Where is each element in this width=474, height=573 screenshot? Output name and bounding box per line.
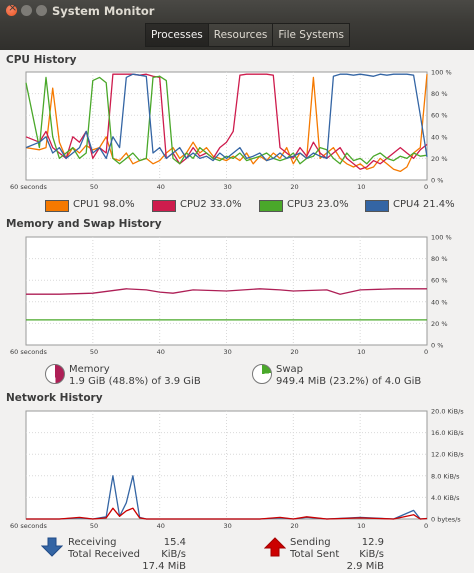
- network-x-tick-label: 0: [424, 522, 428, 530]
- network-history-title: Network History: [6, 392, 103, 404]
- receiving-label: Receiving: [68, 537, 117, 548]
- cpu-history-title: CPU History: [6, 54, 77, 66]
- cpu-x-tick-label: 40: [157, 183, 165, 191]
- cpu-x-tick-label: 30: [224, 183, 232, 191]
- cpu-series-cpu3: [25, 75, 428, 165]
- cpu-series-cpu2: [25, 73, 428, 170]
- memory-y-tick-label: 100 %: [431, 234, 452, 242]
- swap-info: Swap 949.4 MiB (23.2%) of 4.0 GiB: [276, 364, 421, 388]
- network-x-tick-label: 40: [157, 522, 165, 530]
- swap-pie-icon[interactable]: [252, 364, 272, 384]
- memory-x-tick-label: 60 seconds: [10, 348, 48, 356]
- sending-arrow-icon[interactable]: [264, 537, 286, 557]
- memory-series-memory: [26, 288, 427, 295]
- maximize-window-button[interactable]: [36, 5, 47, 16]
- tab-resources[interactable]: Resources: [207, 23, 274, 47]
- network-y-tick-label: 4.0 KiB/s: [431, 494, 460, 502]
- cpu2-label: CPU2 33.0%: [180, 199, 242, 210]
- cpu-series-cpu4: [25, 73, 428, 162]
- cpu-x-tick-label: 50: [90, 183, 98, 191]
- network-x-tick-label: 60 seconds: [10, 522, 48, 530]
- sending-info: Sending Total Sent: [290, 537, 339, 561]
- network-x-tick-label: 30: [224, 522, 232, 530]
- close-window-button[interactable]: [6, 1, 17, 16]
- cpu-x-tick-label: 0: [424, 183, 428, 191]
- memory-x-tick-label: 30: [224, 348, 232, 356]
- cpu4-label: CPU4 21.4%: [393, 199, 455, 210]
- cpu-y-tick-label: 40 %: [431, 133, 448, 141]
- memory-x-tick-label: 20: [290, 348, 298, 356]
- receiving-info: Receiving Total Received: [68, 537, 140, 561]
- legend-cpu2[interactable]: CPU2 33.0%: [152, 199, 252, 213]
- window-titlebar: System Monitor: [0, 0, 474, 22]
- network-y-tick-label: 8.0 KiB/s: [431, 472, 460, 480]
- memory-pie-icon[interactable]: [45, 364, 65, 384]
- network-y-tick-label: 12.0 KiB/s: [431, 451, 464, 459]
- sending-values: 12.9 KiB/s 2.9 MiB: [340, 537, 384, 573]
- total-sent-value: 2.9 MiB: [346, 561, 384, 572]
- cpu4-color-swatch[interactable]: [365, 200, 389, 212]
- swap-value: 949.4 MiB (23.2%) of 4.0 GiB: [276, 376, 422, 387]
- memory-x-tick-label: 10: [357, 348, 365, 356]
- memory-x-tick-label: 40: [157, 348, 165, 356]
- network-series-sending: [26, 507, 428, 520]
- network-x-tick-label: 10: [357, 522, 365, 530]
- network-y-tick-label: 0 bytes/s: [431, 516, 461, 524]
- receiving-values: 15.4 KiB/s 17.4 MiB: [140, 537, 186, 573]
- cpu1-label: CPU1 98.0%: [73, 199, 135, 210]
- legend-cpu4[interactable]: CPU4 21.4%: [365, 199, 465, 213]
- network-x-tick-label: 20: [290, 522, 298, 530]
- cpu-x-tick-label: 60 seconds: [10, 183, 48, 191]
- network-history-graph: 20.0 KiB/s 16.0 KiB/s 12.0 KiB/s 8.0 KiB/s 4…: [10, 408, 464, 531]
- cpu1-color-swatch[interactable]: [45, 200, 69, 212]
- memory-y-tick-label: 60 %: [431, 277, 448, 285]
- cpu-x-tick-label: 10: [357, 183, 365, 191]
- cpu2-color-swatch[interactable]: [152, 200, 176, 212]
- memory-value: 1.9 GiB (48.8%) of 3.9 GiB: [69, 376, 201, 387]
- cpu-y-tick-label: 80 %: [431, 90, 448, 98]
- memory-x-tick-label: 0: [424, 348, 428, 356]
- memory-y-tick-label: 0 %: [431, 342, 443, 350]
- cpu-y-tick-label: 0 %: [431, 177, 443, 185]
- total-sent-label: Total Sent: [290, 549, 340, 560]
- swap-label: Swap: [276, 364, 304, 375]
- cpu-x-tick-label: 20: [290, 183, 298, 191]
- total-received-value: 17.4 MiB: [142, 561, 186, 572]
- receiving-arrow-icon[interactable]: [41, 537, 63, 557]
- network-x-tick-label: 50: [90, 522, 98, 530]
- legend-cpu1[interactable]: CPU1 98.0%: [45, 199, 145, 213]
- receiving-value: 15.4 KiB/s: [161, 537, 186, 560]
- legend-cpu3[interactable]: CPU3 23.0%: [259, 199, 359, 213]
- memory-x-tick-label: 50: [90, 348, 98, 356]
- cpu-y-tick-label: 60 %: [431, 112, 448, 120]
- memory-history-title: Memory and Swap History: [6, 218, 162, 230]
- memory-y-tick-label: 40 %: [431, 298, 448, 306]
- sending-label: Sending: [290, 537, 331, 548]
- network-y-tick-label: 20.0 KiB/s: [431, 408, 464, 416]
- network-y-tick-label: 16.0 KiB/s: [431, 429, 464, 437]
- minimize-window-button[interactable]: [21, 5, 32, 16]
- view-tabs: Processes Resources File Systems: [145, 23, 350, 47]
- cpu3-label: CPU3 23.0%: [287, 199, 349, 210]
- cpu-y-tick-label: 20 %: [431, 155, 448, 163]
- tab-processes[interactable]: Processes: [145, 23, 209, 47]
- memory-info: Memory 1.9 GiB (48.8%) of 3.9 GiB: [69, 364, 201, 388]
- total-received-label: Total Received: [68, 549, 141, 560]
- cpu-y-tick-label: 100 %: [431, 69, 452, 77]
- cpu-history-graph: 100 % 80 % 60 % 40 % 20 % 0 % 60 seconds 50 40 30…: [10, 69, 452, 192]
- memory-label: Memory: [69, 364, 110, 375]
- memory-y-tick-label: 20 %: [431, 320, 448, 328]
- tab-file-systems[interactable]: File Systems: [272, 23, 350, 47]
- window-title: System Monitor: [52, 4, 155, 18]
- sending-value: 12.9 KiB/s: [359, 537, 384, 560]
- cpu3-color-swatch[interactable]: [259, 200, 283, 212]
- memory-history-graph: 100 % 80 % 60 % 40 % 20 % 0 % 60 seconds 50 40 30…: [10, 234, 452, 357]
- memory-y-tick-label: 80 %: [431, 255, 448, 263]
